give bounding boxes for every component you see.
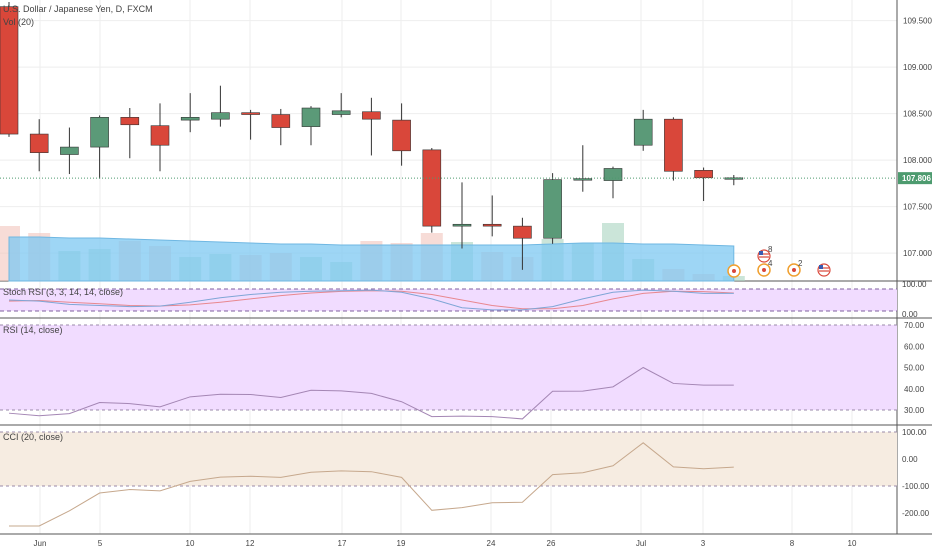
candle[interactable]	[90, 117, 109, 148]
price-tick-label: 107.000	[903, 249, 932, 258]
candle[interactable]	[633, 118, 653, 146]
stoch-tick-label: 0.00	[902, 310, 918, 319]
earnings-dot	[792, 268, 796, 272]
candle[interactable]	[362, 111, 381, 120]
event-markers[interactable]: 8 4 2	[727, 245, 831, 278]
candle[interactable]	[543, 179, 562, 239]
cci-axis: 100.00 0.00 -100.00 -200.00	[902, 428, 930, 518]
event-count: 8	[768, 245, 773, 254]
candle[interactable]	[694, 170, 713, 179]
time-tick-label: Jul	[636, 539, 646, 548]
time-tick-label: 3	[701, 539, 706, 548]
candle[interactable]	[422, 149, 442, 227]
candle[interactable]	[664, 118, 683, 172]
time-tick-label: 26	[547, 539, 556, 548]
time-tick-label: 10	[848, 539, 857, 548]
candle[interactable]	[120, 117, 140, 126]
stoch-tick-label: 100.00	[902, 280, 927, 289]
cci-tick-label: -200.00	[902, 509, 930, 518]
rsi-tick-label: 40.00	[904, 385, 925, 394]
candle[interactable]	[241, 112, 260, 115]
cci-label: CCI (20, close)	[3, 432, 63, 442]
candle[interactable]	[29, 133, 49, 153]
rsi-tick-label: 70.00	[904, 321, 925, 330]
time-tick-label: 24	[487, 539, 496, 548]
price-tick-label: 109.500	[903, 17, 932, 26]
stoch-axis: 100.00 0.00	[902, 280, 927, 319]
time-tick-label: Jun	[34, 539, 47, 548]
flag-canton	[759, 251, 763, 255]
cci-band	[0, 432, 897, 486]
price-axis[interactable]: 109.500 109.000 108.500 108.000 107.500 107.0…	[903, 17, 932, 259]
stoch-d-line	[8, 290, 734, 310]
price-tick-label: 109.000	[903, 63, 932, 72]
rsi-axis: 70.00 60.00 50.00 40.00 30.00	[904, 321, 925, 415]
price-tick-label: 108.500	[903, 110, 932, 119]
rsi-label: RSI (14, close)	[3, 325, 63, 335]
time-tick-label: 17	[338, 539, 347, 548]
rsi-tick-label: 50.00	[904, 364, 925, 373]
time-tick-label: 10	[186, 539, 195, 548]
candle[interactable]	[573, 178, 593, 181]
last-price-label: 107.806	[902, 174, 931, 183]
price-tick-label: 108.000	[903, 156, 932, 165]
volume-ma-area	[8, 236, 735, 282]
last-price-marker	[898, 172, 932, 185]
candle[interactable]	[724, 177, 744, 180]
time-tick-label: 5	[98, 539, 103, 548]
candle[interactable]	[331, 110, 351, 115]
cci-tick-label: 100.00	[902, 428, 927, 437]
candle[interactable]	[180, 117, 200, 121]
time-tick-label: 12	[246, 539, 255, 548]
stoch-band	[0, 289, 897, 311]
candle[interactable]	[301, 107, 321, 127]
earnings-dot	[762, 268, 766, 272]
rsi-band	[0, 325, 897, 410]
candle[interactable]	[482, 223, 502, 227]
time-axis[interactable]: Jun 5 10 12 17 19 24 26 Jul 3 8 10	[34, 539, 857, 548]
candle-series	[0, 2, 744, 270]
cci-line	[9, 442, 734, 527]
event-count: 2	[798, 259, 803, 268]
candle[interactable]	[60, 146, 79, 155]
time-tick-label: 8	[790, 539, 795, 548]
volume-label: Vol (20)	[3, 17, 34, 27]
price-tick-label: 107.500	[903, 203, 932, 212]
candle[interactable]	[513, 225, 532, 239]
candle[interactable]	[211, 112, 230, 120]
symbol-title: U.S. Dollar / Japanese Yen, D, FXCM	[3, 4, 153, 14]
candle[interactable]	[271, 114, 291, 128]
candle[interactable]	[0, 6, 19, 135]
event-count: 4	[768, 259, 773, 268]
earnings-dot	[732, 269, 736, 273]
candle[interactable]	[392, 119, 411, 152]
stoch-label: Stoch RSI (3, 3, 14, 14, close)	[3, 287, 123, 297]
time-tick-label: 19	[397, 539, 406, 548]
rsi-tick-label: 30.00	[904, 406, 925, 415]
stoch-k-line	[8, 289, 734, 311]
candle[interactable]	[150, 125, 170, 146]
candle[interactable]	[603, 168, 623, 181]
candle[interactable]	[452, 223, 472, 227]
rsi-line	[8, 366, 734, 420]
cci-tick-label: 0.00	[902, 455, 918, 464]
rsi-tick-label: 60.00	[904, 342, 925, 351]
cci-tick-label: -100.00	[902, 482, 930, 491]
flag-canton	[819, 265, 823, 269]
